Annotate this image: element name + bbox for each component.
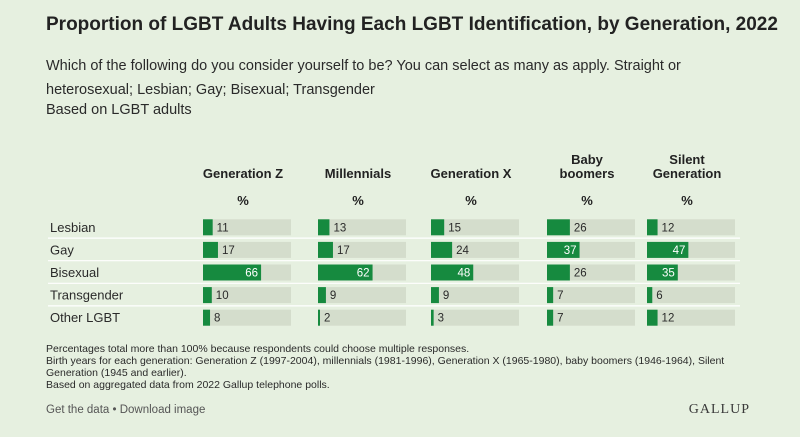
column-header-3-line-0: Baby bbox=[571, 152, 604, 167]
footnote-3: Based on aggregated data from 2022 Gallu… bbox=[46, 379, 330, 391]
bar-1-1 bbox=[318, 241, 333, 258]
chart-title: Proportion of LGBT Adults Having Each LG… bbox=[46, 14, 778, 35]
bar-value-3-4: 7 bbox=[557, 313, 563, 325]
bar-value-0-1: 17 bbox=[222, 245, 235, 257]
bar-track-2-3 bbox=[431, 287, 519, 304]
row-label-4: Other LGBT bbox=[50, 310, 120, 325]
bar-3-0 bbox=[547, 219, 570, 236]
bar-0-1 bbox=[203, 241, 218, 258]
bar-track-0-0 bbox=[203, 219, 291, 236]
bar-value-4-0: 12 bbox=[662, 222, 675, 234]
bar-4-1 bbox=[647, 241, 689, 258]
bar-3-1 bbox=[547, 241, 580, 258]
bar-value-0-3: 10 bbox=[216, 290, 229, 302]
bar-value-1-3: 9 bbox=[330, 290, 336, 302]
bar-1-3 bbox=[318, 287, 326, 304]
column-unit-0: % bbox=[237, 193, 249, 208]
bar-value-4-2: 35 bbox=[662, 268, 675, 280]
row-label-1: Gay bbox=[50, 242, 74, 257]
bar-3-3 bbox=[547, 287, 554, 304]
bar-3-2 bbox=[547, 264, 570, 281]
bar-2-3 bbox=[431, 287, 439, 304]
bar-value-3-0: 26 bbox=[574, 222, 587, 234]
bar-4-4 bbox=[647, 309, 658, 326]
bar-1-0 bbox=[318, 219, 330, 236]
gallup-logo: GALLUP bbox=[688, 402, 750, 417]
column-unit-3: % bbox=[581, 193, 593, 208]
bar-value-4-4: 12 bbox=[662, 313, 675, 325]
column-header-2-line-0: Generation X bbox=[431, 166, 512, 181]
row-label-0: Lesbian bbox=[50, 220, 96, 235]
bar-track-4-3 bbox=[647, 287, 735, 304]
bar-4-3 bbox=[647, 287, 653, 304]
bar-track-2-4 bbox=[431, 309, 519, 326]
bar-0-3 bbox=[203, 287, 212, 304]
footnote-2: Birth years for each generation: Generat… bbox=[46, 355, 725, 379]
bar-value-2-1: 24 bbox=[456, 245, 469, 257]
column-unit-2: % bbox=[465, 193, 477, 208]
bar-2-4 bbox=[431, 309, 434, 326]
bar-value-0-0: 11 bbox=[217, 222, 229, 234]
bar-0-0 bbox=[203, 219, 213, 236]
bar-value-3-3: 7 bbox=[557, 290, 563, 302]
bar-value-2-2: 48 bbox=[457, 268, 470, 280]
bar-track-1-0 bbox=[318, 219, 406, 236]
bar-track-2-1 bbox=[431, 241, 519, 258]
bar-track-4-4 bbox=[647, 309, 735, 326]
footnotes: Percentages total more than 100% because… bbox=[46, 343, 766, 391]
bar-2-1 bbox=[431, 241, 453, 258]
bar-1-4 bbox=[318, 309, 320, 326]
column-unit-4: % bbox=[681, 193, 693, 208]
bar-track-2-0 bbox=[431, 219, 519, 236]
bar-track-1-1 bbox=[318, 241, 406, 258]
bar-value-3-2: 26 bbox=[574, 268, 587, 280]
bar-track-1-3 bbox=[318, 287, 406, 304]
bar-value-4-3: 6 bbox=[656, 290, 662, 302]
bar-4-2 bbox=[647, 264, 678, 281]
bar-value-0-2: 66 bbox=[245, 268, 258, 280]
bar-value-1-1: 17 bbox=[337, 245, 350, 257]
chart-subtitle: Which of the following do you consider y… bbox=[46, 58, 681, 98]
bar-track-1-4 bbox=[318, 309, 406, 326]
bar-value-2-4: 3 bbox=[438, 313, 444, 325]
column-header-4-line-0: Silent bbox=[669, 152, 705, 167]
bar-0-4 bbox=[203, 309, 211, 326]
footnote-1: Percentages total more than 100% because… bbox=[46, 343, 470, 355]
bar-value-0-4: 8 bbox=[214, 313, 220, 325]
bar-4-0 bbox=[647, 219, 658, 236]
row-label-3: Transgender bbox=[50, 288, 124, 303]
bar-value-1-2: 62 bbox=[357, 268, 370, 280]
bar-2-0 bbox=[431, 219, 445, 236]
bar-value-1-4: 2 bbox=[324, 313, 330, 325]
column-header-4-line-1: Generation bbox=[653, 166, 722, 181]
bar-1-2 bbox=[318, 264, 373, 281]
bar-track-0-4 bbox=[203, 309, 291, 326]
bar-value-3-1: 37 bbox=[564, 245, 577, 257]
bar-value-1-0: 13 bbox=[333, 222, 346, 234]
bar-value-2-3: 9 bbox=[443, 290, 449, 302]
row-label-2: Bisexual bbox=[50, 265, 99, 280]
bar-track-0-3 bbox=[203, 287, 291, 304]
base-note: Based on LGBT adults bbox=[46, 102, 192, 118]
footer-links[interactable]: Get the data • Download image bbox=[46, 404, 206, 416]
bar-value-2-0: 15 bbox=[448, 222, 461, 234]
bar-track-3-4 bbox=[547, 309, 635, 326]
column-header-3-line-1: boomers bbox=[560, 166, 615, 181]
bar-track-0-1 bbox=[203, 241, 291, 258]
bar-3-4 bbox=[547, 309, 554, 326]
chart-area: Generation Z% Millennials% Generation X% Ba… bbox=[48, 152, 740, 326]
column-header-0-line-0: Generation Z bbox=[203, 166, 283, 181]
bar-track-3-3 bbox=[547, 287, 635, 304]
bar-value-4-1: 47 bbox=[673, 245, 686, 257]
bar-0-2 bbox=[203, 264, 262, 281]
column-unit-1: % bbox=[352, 193, 364, 208]
bar-track-4-0 bbox=[647, 219, 735, 236]
bar-2-2 bbox=[431, 264, 474, 281]
column-header-1-line-0: Millennials bbox=[325, 166, 391, 181]
